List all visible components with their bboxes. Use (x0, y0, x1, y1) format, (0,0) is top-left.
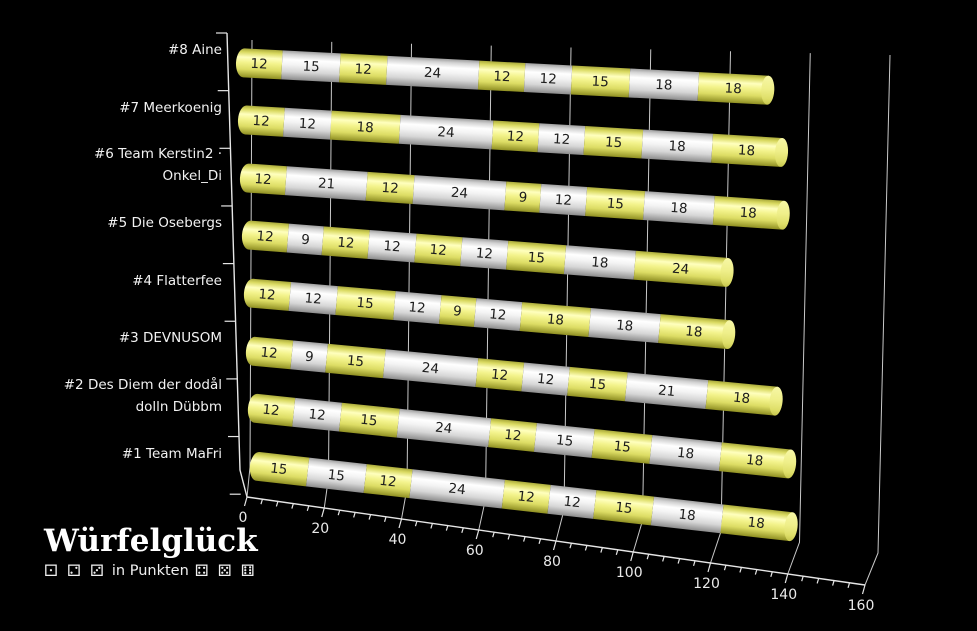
major-tick (630, 551, 634, 562)
major-tick (475, 529, 480, 540)
minor-tick (600, 547, 603, 553)
major-tick (321, 507, 325, 518)
minor-tick (739, 567, 742, 573)
minor-tick (832, 580, 835, 586)
minor-tick (507, 534, 511, 540)
minor-tick (770, 571, 773, 577)
minor-tick (337, 510, 341, 516)
minor-tick (816, 578, 820, 584)
category-axis (226, 32, 248, 498)
minor-tick (801, 576, 804, 582)
minor-tick (260, 499, 264, 505)
logo-title: Würfelglück (44, 523, 258, 559)
minor-tick (523, 536, 526, 542)
minor-tick (615, 549, 619, 555)
minor-tick (383, 516, 387, 522)
minor-tick (569, 543, 573, 549)
minor-tick (692, 560, 696, 566)
minor-tick (677, 558, 681, 564)
gridline-x-80 (555, 47, 572, 542)
logo-subtitle-text: in Punkten (111, 562, 189, 579)
minor-tick (368, 514, 372, 520)
minor-tick (754, 569, 758, 575)
minor-tick (430, 523, 433, 529)
logo-subtitle: ⚀ ⚁ ⚂ in Punkten ⚃ ⚄ ⚅ (44, 561, 258, 580)
minor-tick (646, 554, 650, 560)
major-tick (861, 584, 866, 595)
minor-tick (461, 527, 464, 533)
gridline-x-140 (787, 53, 811, 575)
minor-tick (584, 545, 588, 551)
dice-123-icon: ⚀ ⚁ ⚂ (44, 561, 106, 580)
major-tick (398, 518, 403, 529)
major-tick (707, 562, 712, 573)
gridline-x-160 (864, 54, 891, 586)
major-tick (552, 540, 557, 551)
major-tick (243, 496, 248, 507)
minor-tick (306, 505, 310, 511)
logo-block: Würfelglück ⚀ ⚁ ⚂ in Punkten ⚃ ⚄ ⚅ (44, 524, 258, 580)
minor-tick (414, 521, 418, 527)
minor-tick (291, 503, 294, 509)
gridline-x-20 (323, 41, 333, 509)
minor-tick (538, 538, 542, 544)
minor-tick (847, 582, 851, 588)
minor-tick (492, 532, 495, 538)
minor-tick (662, 556, 665, 562)
gridline-x-40 (401, 43, 412, 520)
minor-tick (353, 512, 356, 518)
gridline-x-60 (478, 45, 492, 531)
gridline-x-100 (632, 49, 652, 553)
gridline-x-120 (710, 51, 731, 564)
minor-tick (723, 565, 727, 571)
minor-tick (275, 501, 279, 507)
minor-tick (445, 525, 449, 531)
dice-456-icon: ⚃ ⚄ ⚅ (194, 561, 257, 580)
major-tick (784, 573, 789, 584)
gridline-x-0 (246, 39, 253, 498)
